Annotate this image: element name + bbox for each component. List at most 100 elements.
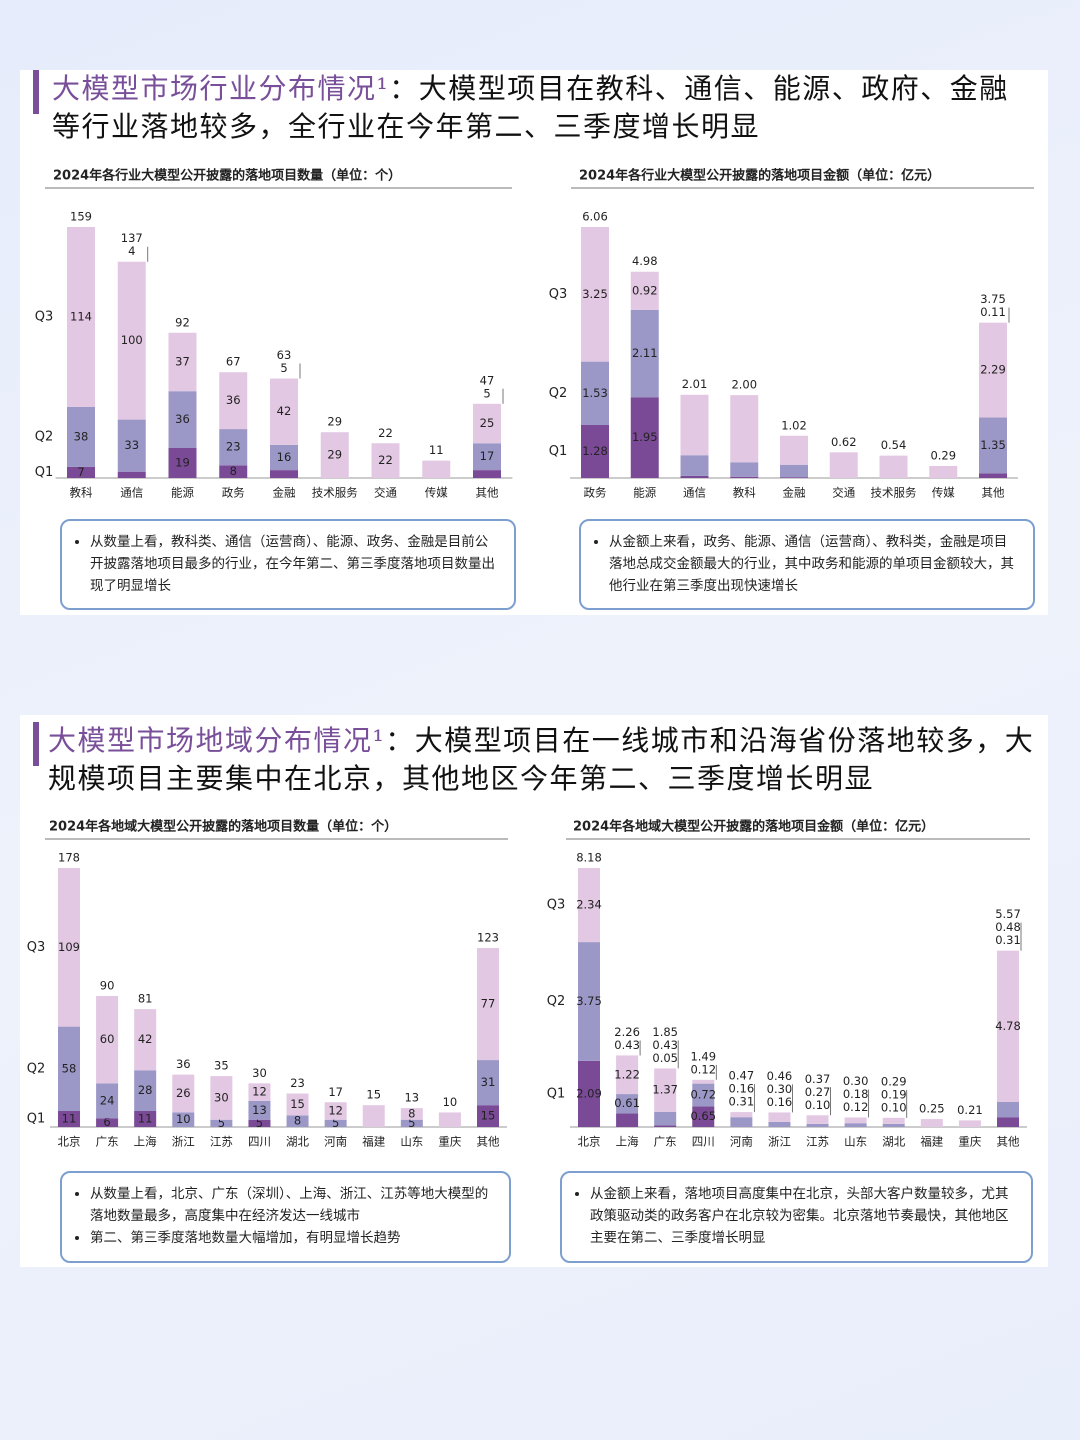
bar-segment [680,455,709,476]
bar-segment [692,1079,715,1084]
bar-segment [168,391,197,449]
bar-segment [581,424,609,478]
total-label: 1.85 [652,1025,678,1039]
bar-segment [248,1100,271,1120]
value-label: 2.29 [980,363,1006,377]
value-label: 22 [378,453,393,467]
bar-segment [210,1076,233,1120]
bar-segment [630,271,659,310]
x-tick-label: 上海 [616,1135,639,1149]
slide-title: 大模型市场地域分布情况¹：大模型项目在一线城市和沿海省份落地较多，大规模项目主要… [48,722,1038,798]
bar-segment [270,444,298,471]
bar-segment [172,1074,195,1113]
x-tick-label: 其他 [997,1135,1020,1149]
value-label: 5 [218,1116,225,1130]
bar-segment [979,417,1007,474]
x-tick-label: 浙江 [768,1135,791,1149]
title-body: ：大模型项目在教科、通信、能源、政府、金融等行业落地较多，全行业在今年第二、三季… [52,72,1009,143]
x-tick-label: 能源 [633,486,656,500]
bar-segment [578,942,600,1061]
total-label: 35 [214,1059,229,1073]
x-tick-label: 上海 [134,1135,157,1149]
value-label: 0.16 [729,1082,755,1096]
x-tick-label: 教科 [70,486,93,500]
value-label: 38 [74,429,89,443]
value-label: 0.92 [632,283,658,297]
note-list: 从数量上看，北京、广东（深圳）、上海、浙江、江苏等地大模型的落地数量最多，高度集… [76,1183,495,1249]
bar-segment [692,1083,715,1107]
series-label: Q1 [549,444,568,459]
value-label: 114 [70,309,92,323]
bar-segment [768,1121,791,1127]
bar-segment [997,1117,1019,1127]
value-label: 0.27 [805,1085,831,1099]
value-label: 0.18 [843,1087,869,1101]
note-list: 从金额上来看，落地项目高度集中在北京，头部大客户数量较多，尤其政策驱动类的政务客… [576,1183,1017,1249]
value-label: 17 [480,449,495,463]
note-item: 从数量上看，北京、广东（深圳）、上海、浙江、江苏等地大模型的落地数量最多，高度集… [90,1183,495,1227]
bar-segment [96,1083,119,1119]
x-tick-label: 政务 [584,486,607,500]
bar-segment [422,460,451,478]
bar-segment [680,394,709,456]
total-label: 5.57 [995,907,1021,921]
value-label: 28 [138,1083,153,1097]
series-label: Q1 [35,465,54,480]
x-tick-label: 传媒 [425,486,448,500]
bar-segment [219,465,248,478]
bar-segment [882,1117,905,1124]
bar-segment [134,1009,157,1071]
x-tick-label: 四川 [692,1135,715,1149]
title-accent [33,70,39,114]
bar-segment [844,1123,867,1127]
bar-segment [270,470,298,478]
value-label: 3.75 [576,994,602,1008]
value-label: 5 [483,386,490,400]
value-label: 0.16 [767,1095,793,1109]
x-tick-label: 能源 [171,486,194,500]
total-label: 123 [477,931,499,945]
x-tick-label: 江苏 [210,1135,233,1149]
x-tick-label: 重庆 [438,1135,461,1149]
bar-segment [473,403,501,444]
value-label: 36 [175,412,190,426]
bar-segment [219,372,248,430]
total-label: 81 [138,992,153,1006]
total-label: 178 [58,851,80,865]
total-label: 0.29 [930,448,956,462]
value-label: 77 [481,997,496,1011]
bar-segment [58,1110,80,1127]
total-label: 3.75 [980,292,1006,306]
bar-segment [320,432,349,478]
x-tick-label: 重庆 [958,1135,981,1149]
value-label: 4 [128,244,135,258]
bar-segment [616,1094,639,1114]
title-lead: 大模型市场行业分布情况¹ [52,72,390,105]
bar-segment [844,1117,867,1124]
chart-title: 2024年各地域大模型公开披露的落地项目金额（单位：亿元） [573,819,934,835]
x-tick-label: 金融 [273,486,296,500]
value-label: 11 [138,1111,153,1125]
bar-segment [324,1102,347,1120]
value-label: 2.11 [632,346,658,360]
total-label: 1.02 [781,418,807,432]
value-label: 0.05 [652,1051,678,1065]
note-item: 从数量上看，教科类、通信（运营商）、能源、政务、金融是目前公开披露落地项目最多的… [90,531,500,597]
value-label: 10 [176,1112,191,1126]
bar-segment [879,455,908,478]
total-label: 0.54 [881,438,907,452]
value-label: 26 [176,1086,191,1100]
bar-segment [248,1083,271,1101]
total-label: 47 [480,373,495,387]
value-label: 0.19 [881,1087,907,1101]
value-label: 11 [62,1111,77,1125]
bar-segment [578,1060,600,1127]
bar-segment [134,1070,157,1111]
bar-segment [270,378,298,445]
bar-segment [616,1055,639,1095]
bar-segment [997,1101,1019,1118]
value-label: 6 [103,1115,110,1129]
slide-title: 大模型市场行业分布情况¹：大模型项目在教科、通信、能源、政府、金融等行业落地较多… [52,70,1037,146]
total-label: 29 [327,415,342,429]
